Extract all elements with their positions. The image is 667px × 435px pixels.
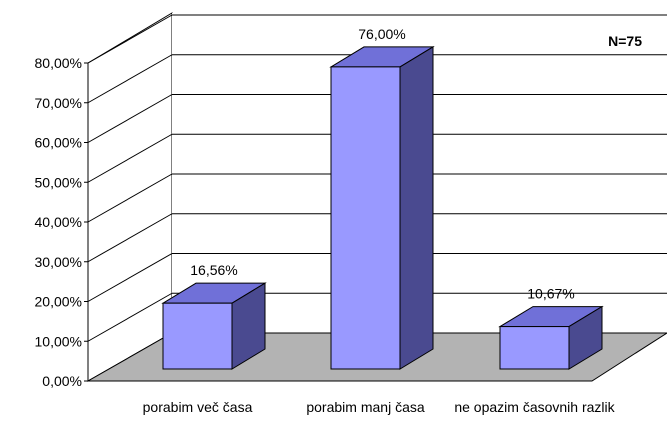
value-label: 76,00%	[358, 26, 405, 42]
annotation: N=75	[608, 33, 642, 49]
grid-line	[87, 54, 173, 104]
bar-side	[399, 46, 434, 370]
y-tick-label: 70,00%	[35, 95, 82, 111]
grid-line	[87, 14, 173, 64]
y-tick-label: 0,00%	[42, 373, 82, 389]
grid-line	[87, 173, 173, 223]
bar	[162, 302, 233, 370]
grid-line	[87, 133, 173, 183]
side-wall	[87, 12, 173, 382]
y-tick-label: 60,00%	[35, 135, 82, 151]
y-tick-label: 50,00%	[35, 174, 82, 190]
grid-line	[87, 213, 173, 263]
value-label: 10,67%	[527, 286, 574, 302]
x-tick-label: porabim manj časa	[306, 399, 425, 415]
bar	[499, 326, 570, 370]
y-tick-label: 80,00%	[35, 55, 82, 71]
grid-line	[87, 94, 173, 143]
grid-line	[87, 292, 173, 342]
y-tick-label: 10,00%	[35, 333, 82, 349]
y-tick-label: 40,00%	[35, 214, 82, 230]
grid-line	[87, 253, 173, 302]
bar	[330, 66, 401, 370]
value-label: 16,56%	[190, 262, 237, 278]
x-tick-label: ne opazim časovnih razlik	[454, 399, 615, 415]
y-tick-label: 30,00%	[35, 254, 82, 270]
x-tick-label: porabim več časa	[142, 399, 253, 415]
y-tick-label: 20,00%	[35, 294, 82, 310]
